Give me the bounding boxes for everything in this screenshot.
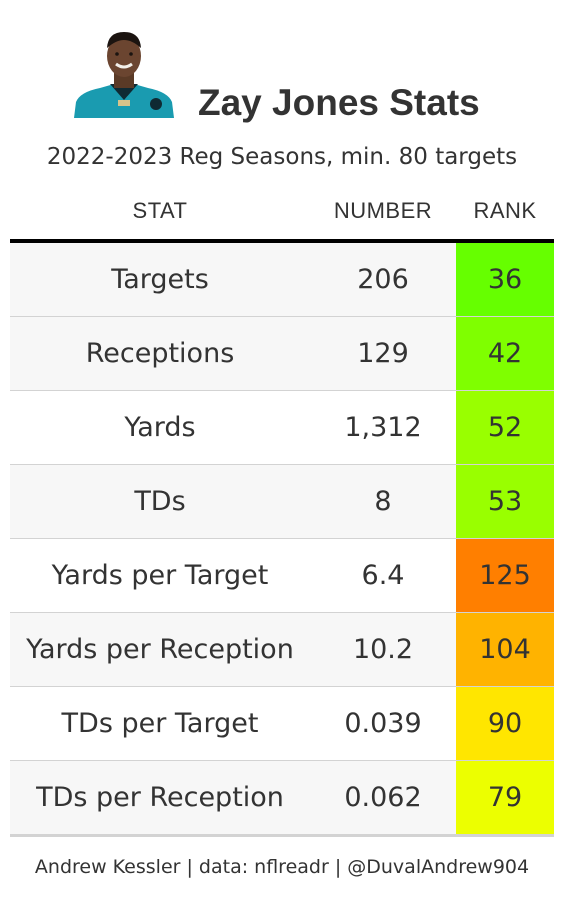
header: Zay Jones Stats — [0, 0, 564, 135]
rank-cell: 104 — [456, 613, 554, 686]
page-title: Zay Jones Stats — [198, 82, 480, 123]
number-cell: 206 — [357, 264, 409, 295]
stat-cell: TDs per Target — [61, 708, 259, 739]
number-cell: 6.4 — [361, 560, 405, 591]
footer-credits: Andrew Kessler | data: nflreadr | @Duval… — [34, 856, 530, 878]
header-divider — [10, 239, 554, 243]
number-cell: 0.039 — [344, 708, 422, 739]
stats-table: Targets 206 36 Receptions 129 42 Yards 1… — [10, 243, 554, 835]
table-row: Yards 1,312 52 — [10, 391, 554, 465]
rank-cell: 52 — [456, 391, 554, 464]
column-header-rank: RANK — [473, 198, 537, 223]
player-headshot-image — [74, 32, 174, 118]
footer-divider — [10, 834, 554, 837]
table-row: Yards per Target 6.4 125 — [10, 539, 554, 613]
stat-cell: Receptions — [85, 338, 235, 369]
number-cell: 1,312 — [344, 412, 422, 443]
rank-cell: 125 — [456, 539, 554, 612]
column-header-stat: STAT — [132, 198, 188, 223]
rank-cell: 53 — [456, 465, 554, 538]
table-row: TDs per Target 0.039 90 — [10, 687, 554, 761]
rank-cell: 42 — [456, 317, 554, 390]
number-cell: 0.062 — [344, 782, 422, 813]
stat-cell: Targets — [111, 264, 209, 295]
stat-cell: Yards — [124, 412, 196, 443]
rank-cell: 36 — [456, 243, 554, 316]
rank-cell: 90 — [456, 687, 554, 760]
table-row: Yards per Reception 10.2 104 — [10, 613, 554, 687]
stat-cell: Yards per Reception — [26, 634, 294, 665]
column-header-number: NUMBER — [333, 198, 433, 223]
table-row: Receptions 129 42 — [10, 317, 554, 391]
stat-cell: TDs per Reception — [36, 782, 284, 813]
table-row: TDs 8 53 — [10, 465, 554, 539]
rank-cell: 79 — [456, 761, 554, 834]
table-row: TDs per Reception 0.062 79 — [10, 761, 554, 835]
stat-cell: Yards per Target — [51, 560, 269, 591]
stat-cell: TDs — [134, 486, 186, 517]
number-cell: 8 — [374, 486, 392, 517]
table-row: Targets 206 36 — [10, 243, 554, 317]
number-cell: 129 — [357, 338, 409, 369]
page-subtitle: 2022-2023 Reg Seasons, min. 80 targets — [46, 144, 518, 170]
number-cell: 10.2 — [352, 634, 414, 665]
